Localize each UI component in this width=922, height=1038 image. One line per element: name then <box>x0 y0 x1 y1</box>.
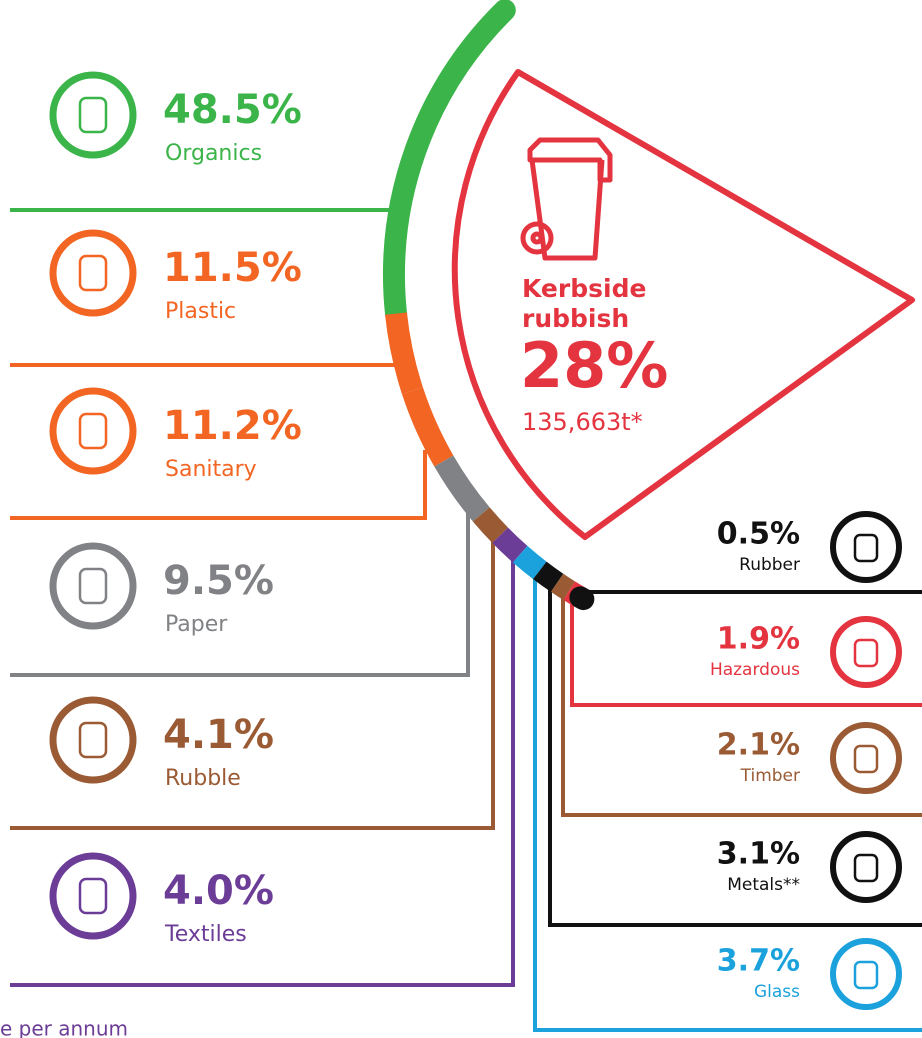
icon-glyph <box>78 721 108 759</box>
highlight-tonnes: 135,663t* <box>522 408 643 436</box>
category-value: 9.5% <box>163 558 274 604</box>
icon <box>830 938 902 1010</box>
icon-glyph <box>78 412 108 450</box>
arc-segment <box>385 312 423 395</box>
category-value: 0.5% <box>717 517 800 552</box>
icon-glyph <box>78 254 108 292</box>
category-name: Paper <box>165 612 228 637</box>
bin-icon <box>520 137 613 261</box>
highlight-label: rubbish <box>522 304 629 333</box>
category-name: Organics <box>165 141 262 166</box>
icon <box>49 852 137 940</box>
icon <box>49 696 137 784</box>
category-name: Rubber <box>739 555 800 575</box>
category-value: 2.1% <box>717 728 800 763</box>
icon-glyph <box>78 877 108 915</box>
arc-segment <box>402 387 454 467</box>
connector <box>10 450 427 520</box>
icon-glyph <box>853 744 879 774</box>
category-value: 3.1% <box>717 837 800 872</box>
icon <box>830 616 902 688</box>
connector <box>10 530 495 830</box>
arc-segment <box>434 455 490 522</box>
category-name: Timber <box>740 766 800 786</box>
connector <box>533 575 922 1032</box>
connector <box>10 500 470 677</box>
icon <box>49 229 137 317</box>
arc-segment <box>569 586 595 611</box>
highlight-value: 28% <box>520 329 668 402</box>
icon-glyph <box>853 533 879 563</box>
arc-segment <box>472 507 509 543</box>
icon-glyph <box>78 96 108 134</box>
category-name: Rubble <box>165 766 241 791</box>
category-name: Glass <box>754 982 800 1002</box>
connector <box>561 592 922 817</box>
arc-segment <box>533 561 564 592</box>
arc-segment <box>550 573 576 601</box>
icon <box>49 542 137 630</box>
arc-segment <box>512 545 547 580</box>
category-value: 11.2% <box>163 403 302 449</box>
footnote: e per annum <box>0 1017 128 1038</box>
connector <box>570 598 922 707</box>
icon-glyph <box>853 960 879 990</box>
connector <box>548 585 922 927</box>
arc-segment <box>383 0 516 325</box>
icon-glyph <box>853 853 879 883</box>
category-value: 4.1% <box>163 712 274 758</box>
category-name: Plastic <box>165 299 236 324</box>
icon <box>830 511 902 583</box>
icon <box>49 71 137 159</box>
connector <box>10 555 515 987</box>
category-name: Hazardous <box>710 660 800 680</box>
category-value: 11.5% <box>163 245 302 291</box>
icon <box>830 722 902 794</box>
category-value: 48.5% <box>163 87 302 133</box>
category-name: Textiles <box>164 922 247 947</box>
category-value: 4.0% <box>163 868 274 914</box>
icon <box>830 831 902 903</box>
category-value: 3.7% <box>717 944 800 979</box>
icon-glyph <box>78 567 108 605</box>
category-value: 1.9% <box>717 622 800 657</box>
kerbside-wedge <box>451 69 915 540</box>
icon-glyph <box>853 638 879 668</box>
category-name: Sanitary <box>165 457 257 482</box>
icon <box>49 387 137 475</box>
highlight-label: Kerbside <box>522 274 646 303</box>
category-name: Metals** <box>727 875 800 895</box>
arc-segment <box>492 527 528 563</box>
